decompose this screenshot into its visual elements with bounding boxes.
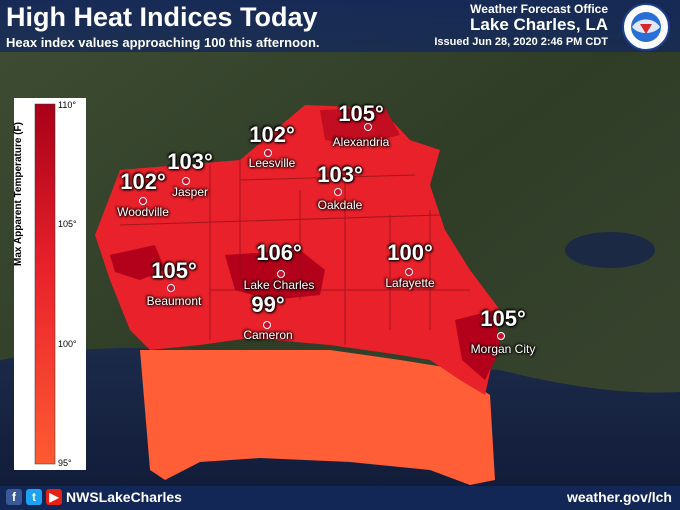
heat-index-value: 105° xyxy=(338,101,384,126)
coastal-waters-zone xyxy=(140,350,495,485)
cwa-land-zone xyxy=(95,105,500,395)
heat-index-value: 105° xyxy=(151,258,197,283)
hot-patch-morgan-city xyxy=(455,310,500,380)
city-marker xyxy=(334,188,342,196)
city-name: Lafayette xyxy=(385,276,435,290)
city-name: Leesville xyxy=(248,156,296,170)
footer-banner: f t ▶ NWSLakeCharles weather.gov/lch xyxy=(0,486,680,510)
page-title: High Heat Indices Today xyxy=(6,2,318,32)
legend-tick-110: 110° xyxy=(58,100,76,110)
heat-index-value: 99° xyxy=(251,292,285,317)
social-handle[interactable]: NWSLakeCharles xyxy=(66,489,182,505)
heat-index-value: 100° xyxy=(387,240,433,265)
heat-index-value: 102° xyxy=(249,122,295,147)
city-name: Oakdale xyxy=(317,198,363,212)
city-name: Morgan City xyxy=(470,342,536,356)
city-name: Cameron xyxy=(243,328,293,342)
hot-patch-alexandria xyxy=(320,108,400,145)
legend-tick-100: 100° xyxy=(58,339,77,349)
twitter-icon[interactable]: t xyxy=(26,489,42,505)
city-marker xyxy=(182,177,190,185)
header-banner: High Heat Indices Today Heax index value… xyxy=(0,0,680,52)
heat-index-value: 102° xyxy=(120,169,166,194)
county-lines xyxy=(119,160,470,345)
legend-tick-95: 95° xyxy=(58,458,72,468)
office-name: Weather Forecast Office xyxy=(470,2,608,16)
heat-index-value: 105° xyxy=(480,306,526,331)
city-marker xyxy=(139,197,147,205)
legend-color-bar xyxy=(34,103,56,465)
city-name: Beaumont xyxy=(146,294,202,308)
city-marker xyxy=(497,332,505,340)
city-marker xyxy=(405,268,413,276)
lake-pontchartrain xyxy=(565,232,655,268)
hot-patch-beaumont xyxy=(110,245,165,280)
city-marker xyxy=(263,321,271,329)
city-marker xyxy=(167,284,175,292)
website-link[interactable]: weather.gov/lch xyxy=(566,489,672,505)
nws-logo-icon xyxy=(622,3,670,51)
city-name: Lake Charles xyxy=(243,278,315,292)
legend-tick-105: 105° xyxy=(58,219,77,229)
heat-index-value: 103° xyxy=(167,149,213,174)
issued-timestamp: Issued Jun 28, 2020 2:46 PM CDT xyxy=(434,36,608,48)
city-name: Alexandria xyxy=(332,135,390,149)
heat-index-value: 106° xyxy=(256,240,302,265)
youtube-icon[interactable]: ▶ xyxy=(46,489,62,505)
city-name: Jasper xyxy=(171,185,209,199)
page-subtitle: Heax index values approaching 100 this a… xyxy=(6,35,320,50)
city-marker xyxy=(364,123,372,131)
city-name: Woodville xyxy=(117,205,169,219)
office-location: Lake Charles, LA xyxy=(470,15,608,34)
legend-title: Max Apparent Temperature (F) xyxy=(13,122,24,266)
city-marker xyxy=(277,270,285,278)
heat-index-value: 103° xyxy=(317,162,363,187)
facebook-icon[interactable]: f xyxy=(6,489,22,505)
city-marker xyxy=(264,149,272,157)
